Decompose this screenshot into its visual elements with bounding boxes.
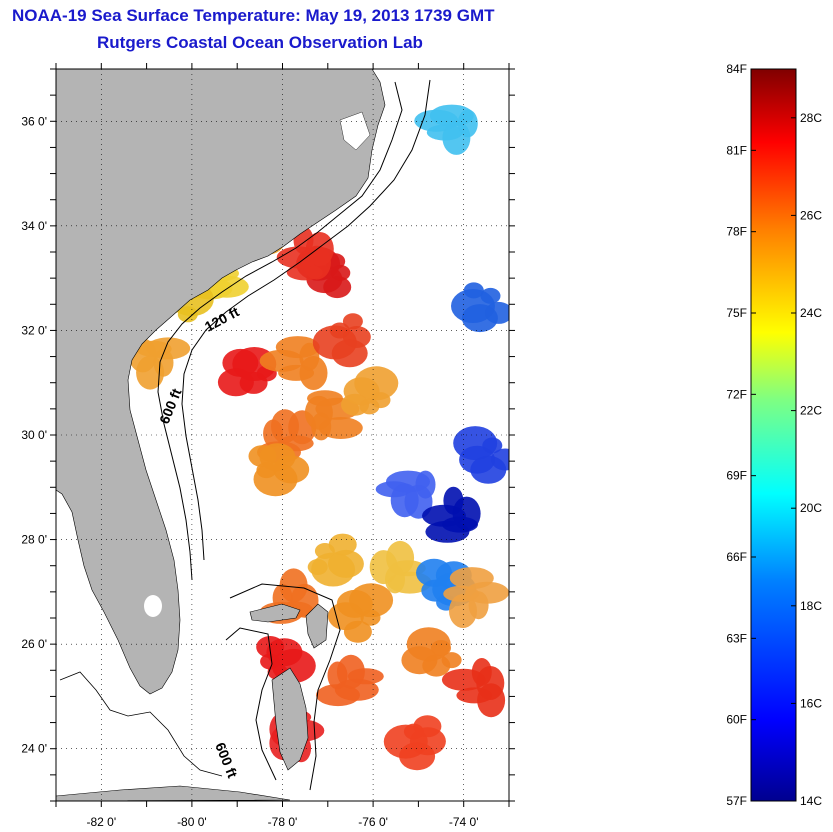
lat-tick-label: 30 0' (21, 428, 47, 442)
lon-tick-label: -82 0' (86, 815, 116, 829)
sst-patch (217, 347, 277, 397)
map-title: NOAA-19 Sea Surface Temperature: May 19,… (12, 6, 495, 25)
colorbar-c-label: 14C (800, 794, 822, 808)
contour-600ft (181, 79, 431, 561)
colorbar-f-label: 72F (726, 387, 747, 401)
colorbar-f-label: 81F (726, 143, 747, 157)
lon-tick-label: -74 0' (449, 815, 479, 829)
colorbar-f-label: 60F (726, 713, 747, 727)
sst-patch (441, 658, 506, 718)
sst-patch (128, 337, 191, 390)
pamlico-sound (339, 111, 371, 151)
sst-patch (451, 282, 509, 333)
colorbar-c-label: 22C (800, 404, 822, 418)
sst-patch (341, 366, 399, 416)
sst-patch (259, 336, 328, 390)
land-mainland (56, 69, 386, 695)
colorbar-c-label: 28C (800, 111, 822, 125)
colorbar-f-label: 75F (726, 306, 747, 320)
contour-120ft (157, 81, 403, 581)
colorbar-f-label: 63F (726, 631, 747, 645)
map-subtitle: Rutgers Coastal Ocean Observation Lab (97, 33, 423, 52)
land-bahamas-grand (249, 603, 301, 623)
colorbar-f-label: 66F (726, 550, 747, 564)
colorbar-c-label: 24C (800, 306, 822, 320)
lat-tick-label: 24 0' (21, 742, 47, 756)
sst-patch (443, 567, 509, 628)
lon-tick-label: -76 0' (358, 815, 388, 829)
sst-patch (316, 654, 384, 707)
colorbar-c-label: 18C (800, 599, 822, 613)
colorbar-f-label: 78F (726, 225, 747, 239)
lat-tick-label: 32 0' (21, 323, 47, 337)
lon-tick-label: -80 0' (177, 815, 207, 829)
colorbar-c-label: 20C (800, 501, 822, 515)
contour-florida-keys (59, 671, 223, 777)
colorbar-ticks: 84F 81F 78F 75F 72F 69F 66F 63F 60F 57F 28C 26C 24C 2… (726, 62, 822, 808)
colorbar (750, 68, 797, 802)
colorbar-c-label: 26C (800, 208, 822, 222)
colorbar-f-label: 57F (726, 794, 747, 808)
lon-tick-label: -78 0' (268, 815, 298, 829)
lake-okeechobee (144, 595, 162, 617)
sst-patch (307, 533, 364, 587)
sst-patch (248, 443, 310, 497)
axis-layer: -82 0' -80 0' -78 0' -76 0' -74 0' 36 0' 34 0'… (21, 63, 515, 829)
sst-patch (327, 583, 394, 643)
land-bahamas-andros (271, 667, 309, 771)
sst-layer (128, 104, 509, 771)
sst-patch (453, 426, 509, 484)
sst-patch (422, 486, 481, 543)
land-cuba (56, 785, 291, 801)
sst-patch (414, 104, 478, 155)
colorbar-f-label: 84F (726, 62, 747, 76)
sst-patch (383, 715, 446, 771)
contour-bahamas-bank (225, 583, 341, 791)
lat-tick-label: 28 0' (21, 533, 47, 547)
graticule (56, 69, 509, 801)
colorbar-f-label: 69F (726, 469, 747, 483)
land-bahamas-abaco (305, 603, 329, 649)
colorbar-c-label: 16C (800, 696, 822, 710)
lat-tick-label: 26 0' (21, 637, 47, 651)
lat-tick-label: 36 0' (21, 114, 47, 128)
sst-patch (312, 313, 371, 368)
sst-patch (375, 470, 436, 519)
lat-tick-label: 34 0' (21, 219, 47, 233)
